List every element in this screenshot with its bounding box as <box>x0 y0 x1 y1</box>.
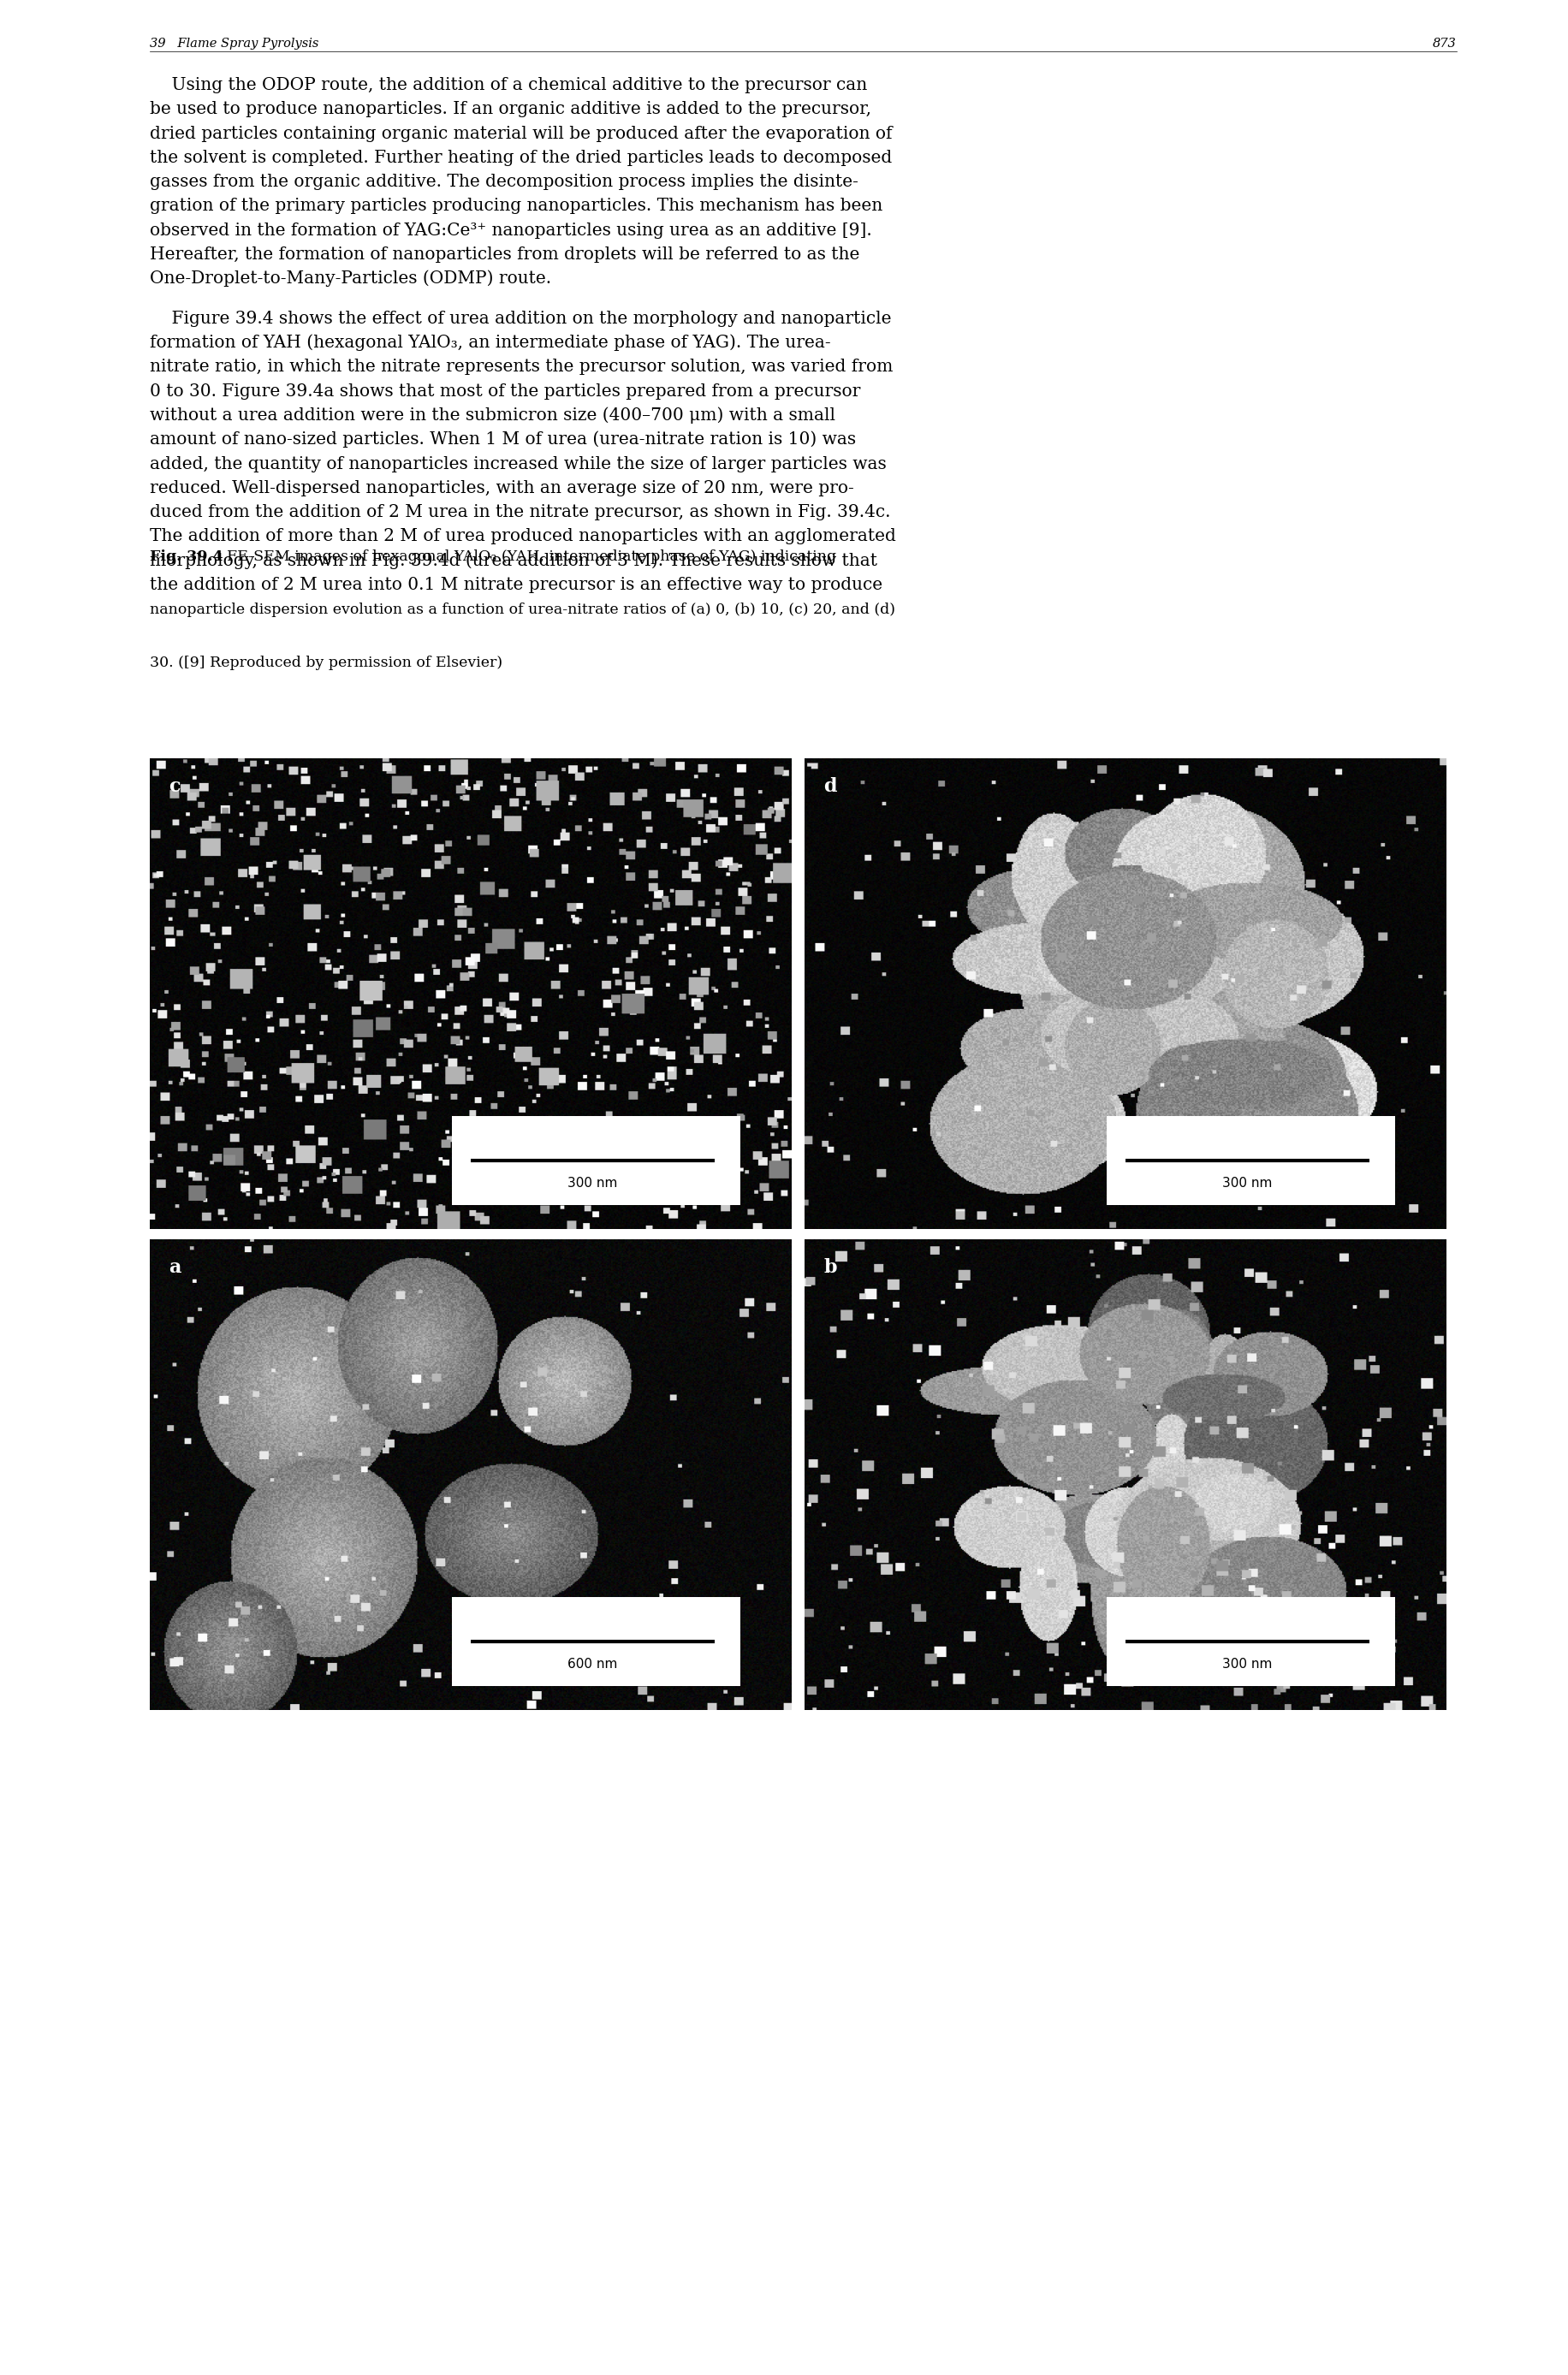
Bar <box>452 1116 740 1204</box>
Text: the solvent is completed. Further heating of the dried particles leads to decomp: the solvent is completed. Further heatin… <box>151 150 892 166</box>
Text: gasses from the organic additive. The decomposition process implies the disinte-: gasses from the organic additive. The de… <box>151 173 858 190</box>
Text: Fig. 39.4: Fig. 39.4 <box>151 549 223 563</box>
Text: amount of nano-sized particles. When 1 M of urea (urea-nitrate ration is 10) was: amount of nano-sized particles. When 1 M… <box>151 430 856 449</box>
Text: b: b <box>823 1259 837 1278</box>
Text: d: d <box>823 777 837 796</box>
Text: 39   Flame Spray Pyrolysis: 39 Flame Spray Pyrolysis <box>151 38 318 50</box>
Text: without a urea addition were in the submicron size (400–700 μm) with a small: without a urea addition were in the subm… <box>151 406 836 423</box>
Bar <box>452 1596 740 1686</box>
Text: duced from the addition of 2 M urea in the nitrate precursor, as shown in Fig. 3: duced from the addition of 2 M urea in t… <box>151 504 891 520</box>
Bar <box>1107 1116 1396 1204</box>
Text: observed in the formation of YAG:Ce³⁺ nanoparticles using urea as an additive [9: observed in the formation of YAG:Ce³⁺ na… <box>151 223 872 238</box>
Text: Using the ODOP route, the addition of a chemical additive to the precursor can: Using the ODOP route, the addition of a … <box>151 76 867 93</box>
Text: 300 nm: 300 nm <box>1223 1658 1273 1670</box>
Text: nitrate ratio, in which the nitrate represents the precursor solution, was varie: nitrate ratio, in which the nitrate repr… <box>151 359 894 375</box>
Text: 0 to 30. Figure 39.4a shows that most of the particles prepared from a precursor: 0 to 30. Figure 39.4a shows that most of… <box>151 382 861 399</box>
Bar <box>1107 1596 1396 1686</box>
Text: 30. ([9] Reproduced by permission of Elsevier): 30. ([9] Reproduced by permission of Els… <box>151 656 502 670</box>
Text: the addition of 2 M urea into 0.1 M nitrate precursor is an effective way to pro: the addition of 2 M urea into 0.1 M nitr… <box>151 577 883 594</box>
Text: FE-SEM images of hexagonal YAlO₃ (YAH, intermediate phase of YAG) indicating: FE-SEM images of hexagonal YAlO₃ (YAH, i… <box>218 549 836 563</box>
Text: 300 nm: 300 nm <box>568 1178 618 1190</box>
Text: morphology, as shown in Fig. 39.4d (urea addition of 3 M). These results show th: morphology, as shown in Fig. 39.4d (urea… <box>151 551 877 570</box>
Text: dried particles containing organic material will be produced after the evaporati: dried particles containing organic mater… <box>151 126 892 142</box>
Text: gration of the primary particles producing nanoparticles. This mechanism has bee: gration of the primary particles produci… <box>151 197 883 214</box>
Text: added, the quantity of nanoparticles increased while the size of larger particle: added, the quantity of nanoparticles inc… <box>151 456 886 473</box>
Text: a: a <box>169 1259 182 1278</box>
Text: 873: 873 <box>1433 38 1457 50</box>
Text: nanoparticle dispersion evolution as a function of urea-nitrate ratios of (a) 0,: nanoparticle dispersion evolution as a f… <box>151 603 895 618</box>
Text: 600 nm: 600 nm <box>568 1658 618 1670</box>
Text: One-Droplet-to-Many-Particles (ODMP) route.: One-Droplet-to-Many-Particles (ODMP) rou… <box>151 271 552 287</box>
Text: be used to produce nanoparticles. If an organic additive is added to the precurs: be used to produce nanoparticles. If an … <box>151 102 872 116</box>
Text: formation of YAH (hexagonal YAlO₃, an intermediate phase of YAG). The urea-: formation of YAH (hexagonal YAlO₃, an in… <box>151 335 831 352</box>
Text: reduced. Well-dispersed nanoparticles, with an average size of 20 nm, were pro-: reduced. Well-dispersed nanoparticles, w… <box>151 480 855 496</box>
Text: 300 nm: 300 nm <box>1223 1178 1273 1190</box>
Text: c: c <box>169 777 180 796</box>
Text: The addition of more than 2 M of urea produced nanoparticles with an agglomerate: The addition of more than 2 M of urea pr… <box>151 527 895 544</box>
Text: Hereafter, the formation of nanoparticles from droplets will be referred to as t: Hereafter, the formation of nanoparticle… <box>151 247 859 264</box>
Text: Figure 39.4 shows the effect of urea addition on the morphology and nanoparticle: Figure 39.4 shows the effect of urea add… <box>151 311 892 328</box>
